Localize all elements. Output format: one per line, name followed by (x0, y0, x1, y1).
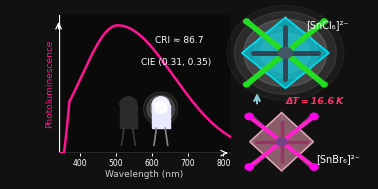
X-axis label: Wavelength (nm): Wavelength (nm) (105, 170, 184, 179)
Y-axis label: Photoluminescence: Photoluminescence (45, 40, 54, 128)
Circle shape (245, 113, 253, 120)
Wedge shape (152, 97, 170, 105)
Text: [SnBr₆]²⁻: [SnBr₆]²⁻ (316, 154, 360, 164)
Circle shape (321, 19, 327, 24)
Bar (152, 105, 170, 128)
Polygon shape (250, 113, 313, 171)
Circle shape (310, 164, 318, 170)
Text: CIE (0.31, 0.35): CIE (0.31, 0.35) (141, 58, 211, 67)
Circle shape (243, 82, 249, 87)
Circle shape (310, 113, 318, 120)
Circle shape (147, 96, 175, 122)
Circle shape (321, 82, 327, 87)
Circle shape (245, 164, 253, 170)
Circle shape (261, 33, 310, 73)
Circle shape (253, 27, 318, 79)
Circle shape (244, 19, 327, 87)
Circle shape (276, 138, 287, 146)
Circle shape (151, 99, 171, 119)
Text: CRI ≈ 86.7: CRI ≈ 86.7 (155, 36, 203, 45)
Wedge shape (120, 97, 137, 105)
Text: [SnCl₆]²⁻: [SnCl₆]²⁻ (306, 21, 348, 30)
Circle shape (279, 47, 292, 58)
Circle shape (234, 12, 336, 94)
Polygon shape (242, 18, 329, 88)
Bar (120, 105, 137, 128)
Circle shape (243, 19, 249, 24)
Circle shape (143, 92, 178, 126)
Circle shape (155, 102, 167, 114)
Text: ΔT = 16.6 K: ΔT = 16.6 K (285, 97, 344, 106)
